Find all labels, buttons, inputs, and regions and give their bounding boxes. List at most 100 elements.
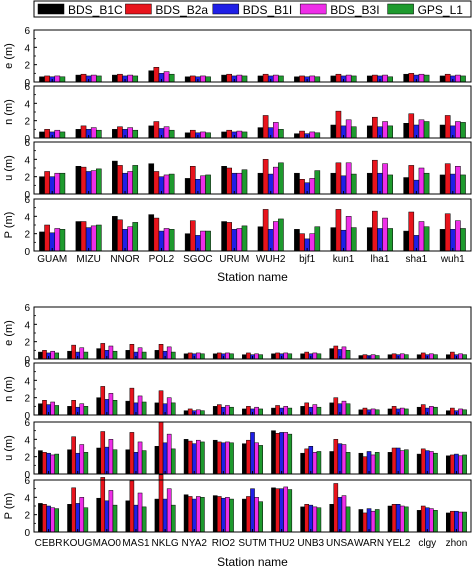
bar-bds_b1c-rio2 xyxy=(212,495,218,533)
bar-bds_b1c-zhon xyxy=(445,410,451,416)
bar-bds_b3i-lha1 xyxy=(382,121,388,139)
bar-bds_b1c-yel2 xyxy=(387,505,393,533)
bar-bds_b1c-unsa xyxy=(329,504,335,533)
bar-bds_b2a-urum xyxy=(226,73,232,83)
x-tick-label-unb3: UNB3 xyxy=(297,538,324,549)
bar-gps_l1-nya2 xyxy=(200,497,205,533)
bar-bds_b3i-kun1 xyxy=(345,216,352,252)
bar-bds_b2a-pol2 xyxy=(153,67,160,83)
bar-bds_b1c-thu2 xyxy=(271,407,276,416)
bar-bds_b1i-nnor xyxy=(122,229,128,252)
bar-bds_b3i-urum xyxy=(236,74,243,83)
y-tick-label: 4 xyxy=(24,99,30,110)
bar-bds_b2a-thu2 xyxy=(275,488,280,533)
bar-bds_b3i-nnor xyxy=(127,127,133,139)
bar-bds_b3i-cebr xyxy=(50,350,55,360)
bar-bds_b1c-yel2 xyxy=(387,354,393,360)
bar-gps_l1-thu2 xyxy=(287,407,293,416)
y-tick-label: 6 xyxy=(24,359,30,370)
bar-bds_b2a-unb3 xyxy=(304,351,309,360)
bar-gps_l1-warn xyxy=(374,409,380,416)
bar-gps_l1-rio2 xyxy=(229,406,234,416)
bar-bds_b3i-mizu xyxy=(90,127,97,139)
y-tick-label: 6 xyxy=(24,418,30,429)
bar-bds_b2a-urum xyxy=(226,167,232,195)
bar-bds_b3i-nklg xyxy=(166,397,172,416)
bar-gps_l1-wuh2 xyxy=(278,162,284,195)
bar-gps_l1-thu2 xyxy=(287,489,293,533)
bar-gps_l1-zhon xyxy=(462,511,467,533)
bar-bds_b1c-nnor xyxy=(112,74,118,83)
bar-gps_l1-sgoc xyxy=(205,174,211,195)
bar-bds_b3i-sutm xyxy=(254,406,259,416)
bar-gps_l1-clgy xyxy=(433,452,438,475)
bar-bds_b2a-mizu xyxy=(80,221,87,252)
bar-gps_l1-warn xyxy=(374,452,380,475)
x-tick-label-mizu: MIZU xyxy=(76,254,100,265)
bar-bds_b3i-thu2 xyxy=(283,486,289,533)
bar-bds_b1c-wuh1 xyxy=(439,174,446,195)
bar-gps_l1-pol2 xyxy=(168,129,175,139)
bar-bds_b2a-cebr xyxy=(42,350,47,360)
bar-bds_b2a-mas1 xyxy=(129,344,135,360)
y-tick-label: 4 xyxy=(24,43,30,54)
bar-bds_b1c-rio2 xyxy=(212,439,218,475)
bar-bds_b3i-koug xyxy=(79,347,85,360)
bar-gps_l1-sha1 xyxy=(423,121,430,139)
bar-bds_b3i-thu2 xyxy=(283,406,289,416)
bar-bds_b3i-urum xyxy=(236,228,243,252)
bar-bds_b2a-clgy xyxy=(420,352,426,360)
bar-gps_l1-urum xyxy=(241,169,248,195)
bar-gps_l1-unsa xyxy=(345,403,351,416)
bar-bds_b1i-nya2 xyxy=(191,443,197,475)
bar-bds_b2a-nklg xyxy=(158,390,164,416)
bar-bds_b3i-guam xyxy=(54,129,61,139)
bar-gps_l1-yel2 xyxy=(404,408,409,416)
bar-bds_b1c-urum xyxy=(221,221,227,252)
bar-gps_l1-thu2 xyxy=(287,433,293,475)
bar-bds_b3i-sutm xyxy=(254,497,259,533)
bar-gps_l1-unb3 xyxy=(316,353,322,360)
bar-gps_l1-mas1 xyxy=(141,450,147,475)
bar-bds_b3i-guam xyxy=(54,172,61,195)
x-tick-label-urum: URUM xyxy=(219,254,249,265)
bar-bds_b2a-nnor xyxy=(117,126,123,139)
bar-bds_b2a-wuh2 xyxy=(262,73,269,83)
bar-bds_b1i-mizu xyxy=(85,171,92,195)
bar-bds_b2a-sha1 xyxy=(408,73,415,83)
bar-gps_l1-kun1 xyxy=(350,173,357,195)
bar-bds_b1c-nklg xyxy=(154,402,160,416)
bar-bds_b1c-mizu xyxy=(75,166,82,195)
bar-bds_b1c-sgoc xyxy=(184,76,191,83)
bar-gps_l1-nya2 xyxy=(200,353,205,360)
bar-bds_b2a-nya2 xyxy=(187,440,193,475)
bar-bds_b1c-bjf1 xyxy=(294,76,300,83)
bar-bds_b1c-clgy xyxy=(416,453,422,475)
bar-bds_b1c-wuh1 xyxy=(439,124,446,139)
bar-gps_l1-zhon xyxy=(462,409,467,416)
bar-bds_b2a-sutm xyxy=(246,439,251,475)
bar-bds_b3i-guam xyxy=(54,75,61,83)
bar-bds_b2a-sgoc xyxy=(189,129,196,139)
bar-bds_b1i-rio2 xyxy=(221,442,226,475)
bar-bds_b2a-koug xyxy=(71,436,76,475)
bar-bds_b2a-sha1 xyxy=(408,211,415,252)
bar-bds_b1i-cebr xyxy=(46,452,51,475)
bar-bds_b1i-warn xyxy=(366,508,372,533)
bar-bds_b3i-zhon xyxy=(458,353,463,360)
bar-gps_l1-wuh1 xyxy=(460,122,466,139)
bar-bds_b1c-clgy xyxy=(416,354,422,360)
bar-bds_b1c-unsa xyxy=(329,348,335,360)
bar-bds_b1c-unb3 xyxy=(300,506,305,533)
bar-gps_l1-wuh1 xyxy=(460,174,466,195)
bar-bds_b2a-pol2 xyxy=(153,217,160,252)
bar-bds_b3i-koug xyxy=(79,444,85,475)
bar-bds_b1i-rio2 xyxy=(221,497,226,533)
bar-bds_b2a-warn xyxy=(362,354,368,360)
x-tick-label-lha1: lha1 xyxy=(371,254,390,265)
bar-bds_b1c-pol2 xyxy=(148,125,155,139)
bar-bds_b1c-mizu xyxy=(75,74,82,83)
bar-bds_b1c-cebr xyxy=(38,403,43,416)
bar-bds_b1c-sutm xyxy=(242,498,247,533)
y-tick-label: 4 xyxy=(24,212,30,223)
